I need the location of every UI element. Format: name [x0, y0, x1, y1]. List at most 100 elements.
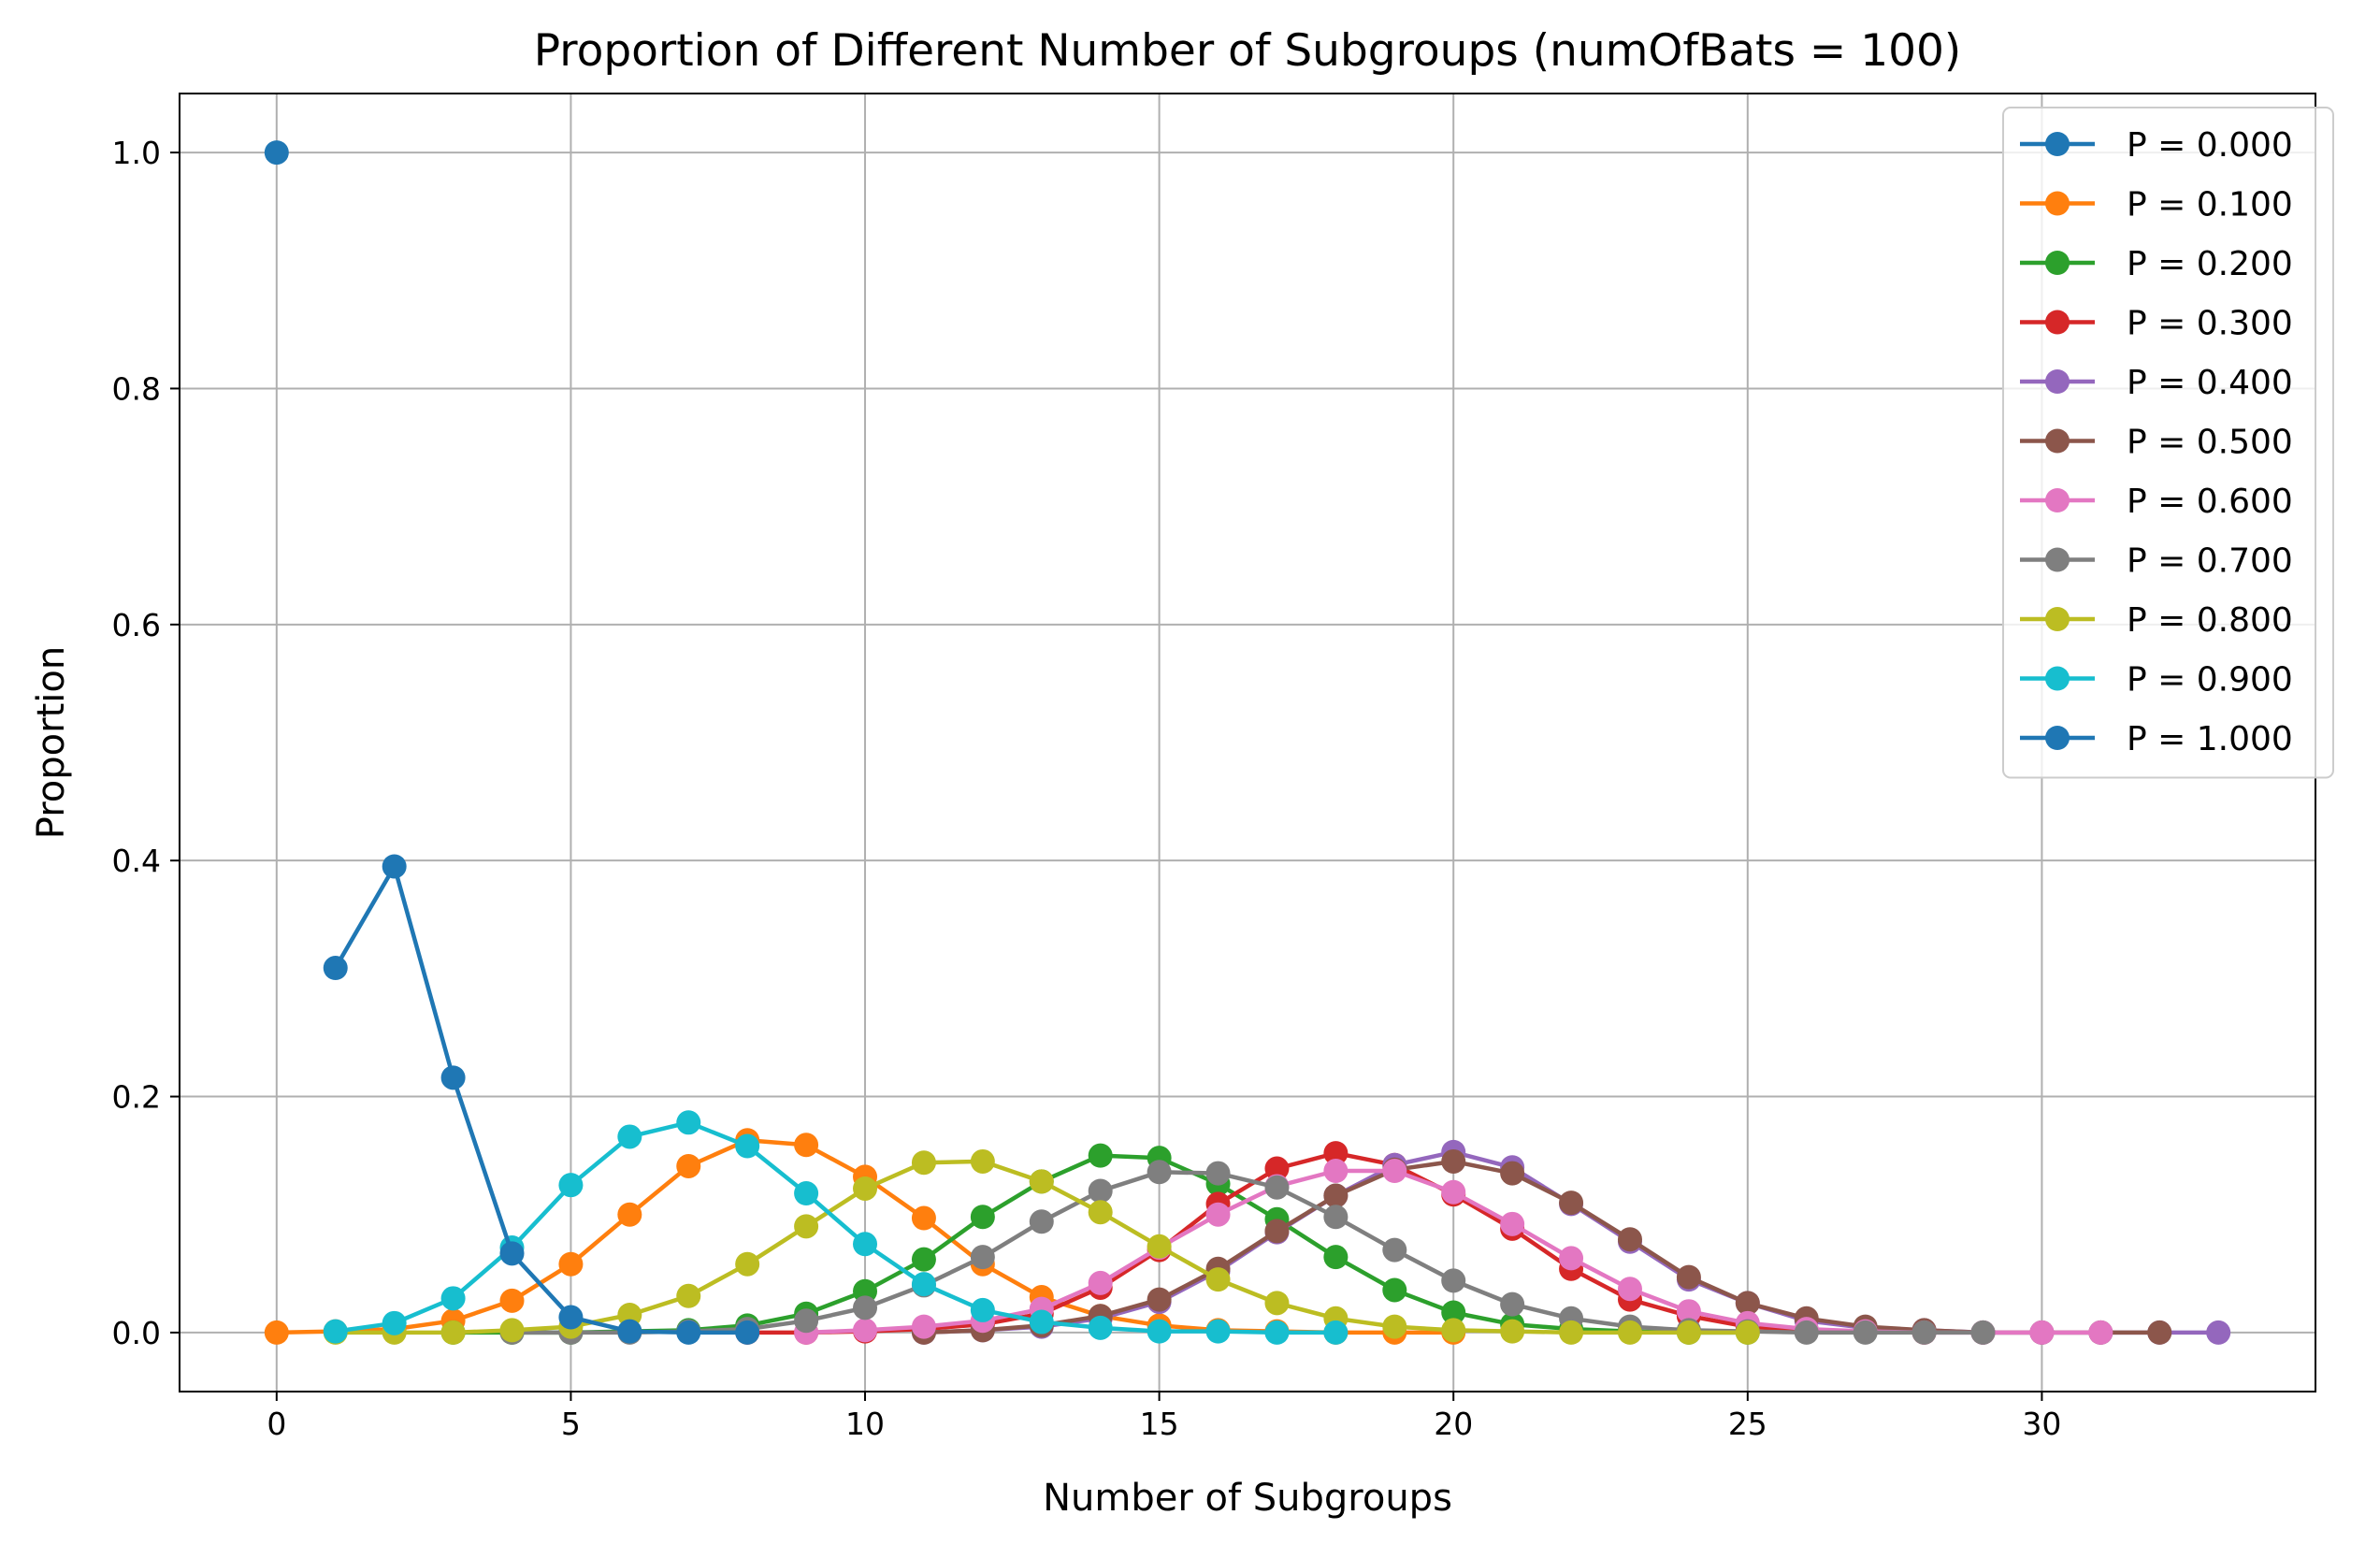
- data-point: [794, 1133, 819, 1158]
- data-point: [2206, 1320, 2231, 1345]
- data-point: [1382, 1159, 1407, 1184]
- data-point: [617, 1319, 642, 1344]
- legend-marker: [2045, 726, 2070, 750]
- data-point: [970, 1245, 995, 1270]
- data-point: [794, 1308, 819, 1334]
- data-point: [558, 1173, 584, 1198]
- data-point: [1029, 1169, 1054, 1194]
- data-point: [1147, 1234, 1172, 1259]
- legend-item: P = 0.000: [2020, 126, 2293, 165]
- data-point: [2147, 1320, 2172, 1345]
- data-point: [911, 1205, 936, 1231]
- data-point: [1382, 1314, 1407, 1339]
- data-point: [735, 1133, 760, 1159]
- x-tick-label: 15: [1140, 1406, 1179, 1442]
- legend-label: P = 0.600: [2127, 483, 2293, 521]
- data-point: [1853, 1320, 1878, 1345]
- chart-title: Proportion of Different Number of Subgro…: [534, 25, 1961, 77]
- data-point: [676, 1320, 701, 1345]
- data-point: [1088, 1200, 1113, 1225]
- data-point: [1205, 1202, 1231, 1227]
- data-point: [911, 1314, 936, 1339]
- data-point: [1029, 1309, 1054, 1335]
- legend-label: P = 0.700: [2127, 542, 2293, 581]
- x-tick-label: 25: [1728, 1406, 1767, 1442]
- data-point: [1088, 1143, 1113, 1168]
- legend-item: P = 0.700: [2020, 542, 2293, 581]
- data-point: [853, 1295, 878, 1320]
- legend-label: P = 0.800: [2127, 601, 2293, 640]
- data-point: [1382, 1237, 1407, 1263]
- data-point: [1441, 1300, 1466, 1325]
- data-point: [1323, 1183, 1349, 1208]
- x-tick-label: 20: [1434, 1406, 1473, 1442]
- data-point: [1029, 1209, 1054, 1234]
- legend-box: [2002, 107, 2334, 779]
- legend-marker: [2045, 251, 2070, 275]
- data-point: [323, 956, 348, 981]
- legend-label: P = 0.500: [2127, 424, 2293, 462]
- data-point: [382, 854, 407, 879]
- data-point: [1559, 1320, 1584, 1345]
- data-point: [1441, 1148, 1466, 1174]
- data-point: [676, 1283, 701, 1308]
- data-point: [1676, 1264, 1701, 1290]
- data-point: [323, 1319, 348, 1344]
- legend-marker: [2045, 428, 2070, 454]
- data-point: [1264, 1219, 1290, 1244]
- legend-item: P = 0.400: [2020, 364, 2293, 402]
- x-axis-label: Number of Subgroups: [1043, 1477, 1452, 1520]
- data-point: [1088, 1270, 1113, 1295]
- legend-item: P = 0.800: [2020, 601, 2293, 640]
- data-point: [440, 1286, 466, 1311]
- data-point: [1559, 1246, 1584, 1271]
- legend-label: P = 0.100: [2127, 186, 2293, 224]
- data-point: [1147, 1287, 1172, 1312]
- data-point: [735, 1251, 760, 1277]
- y-axis-label: Proportion: [30, 646, 73, 839]
- y-tick-label: 1.0: [112, 135, 161, 171]
- data-point: [1500, 1161, 1525, 1186]
- x-tick-label: 5: [561, 1406, 581, 1442]
- data-point: [970, 1297, 995, 1322]
- data-point: [558, 1251, 584, 1277]
- series-layer: [264, 140, 2231, 1345]
- data-point: [617, 1202, 642, 1227]
- y-tick-label: 0.8: [112, 370, 161, 407]
- data-point: [1735, 1291, 1760, 1316]
- data-point: [264, 140, 289, 166]
- data-point: [1617, 1320, 1642, 1345]
- data-point: [1617, 1277, 1642, 1302]
- y-tick-label: 0.2: [112, 1079, 161, 1116]
- legend-label: P = 1.000: [2127, 720, 2293, 758]
- legend-label: P = 0.000: [2127, 126, 2293, 165]
- data-point: [1264, 1175, 1290, 1200]
- y-tick-label: 0.6: [112, 607, 161, 643]
- data-point: [853, 1232, 878, 1257]
- legend-marker: [2045, 191, 2070, 216]
- data-point: [1441, 1179, 1466, 1205]
- data-point: [1500, 1319, 1525, 1344]
- data-point: [264, 1320, 289, 1345]
- data-point: [1205, 1161, 1231, 1186]
- legend-marker: [2045, 369, 2070, 394]
- legend-item: P = 0.200: [2020, 245, 2293, 283]
- data-point: [911, 1247, 936, 1272]
- legend-label: P = 0.900: [2127, 661, 2293, 700]
- data-point: [499, 1288, 525, 1313]
- x-tick-label: 30: [2022, 1406, 2061, 1442]
- legend-marker: [2045, 666, 2070, 691]
- data-point: [1617, 1227, 1642, 1252]
- data-point: [911, 1150, 936, 1176]
- data-point: [1441, 1268, 1466, 1293]
- data-point: [1088, 1315, 1113, 1340]
- data-point: [1970, 1320, 1996, 1345]
- data-point: [1323, 1245, 1349, 1270]
- legend-item: P = 0.300: [2020, 305, 2293, 343]
- data-point: [499, 1241, 525, 1266]
- data-point: [1676, 1320, 1701, 1345]
- data-point: [1500, 1291, 1525, 1317]
- data-point: [853, 1318, 878, 1343]
- data-point: [1264, 1156, 1290, 1181]
